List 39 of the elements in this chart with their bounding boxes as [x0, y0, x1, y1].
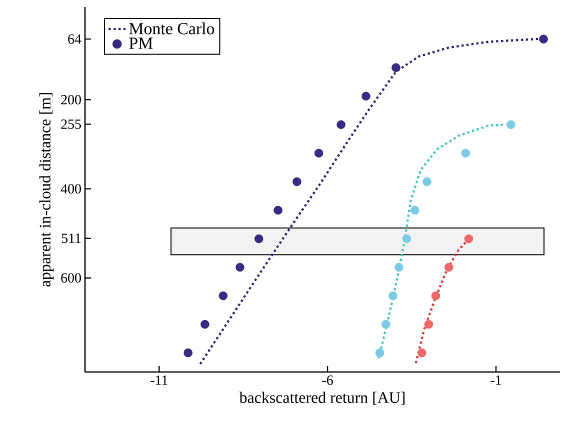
- point: [539, 34, 548, 44]
- point: [314, 148, 324, 158]
- legend-label: Monte Carlo: [129, 22, 214, 34]
- point: [388, 291, 398, 300]
- x-tick-label: -6: [322, 376, 333, 385]
- point: [394, 262, 404, 272]
- point: [444, 262, 454, 272]
- point: [418, 348, 426, 358]
- point: [402, 234, 412, 244]
- point: [184, 348, 192, 358]
- legend-label: PM: [129, 38, 153, 49]
- point: [236, 262, 244, 272]
- point: [464, 234, 474, 244]
- y-tick-label: 511: [62, 234, 81, 243]
- y-tick-label: 600: [61, 273, 81, 283]
- point: [274, 206, 282, 215]
- y-tick-label: 255: [61, 120, 81, 129]
- point: [392, 63, 400, 72]
- point: [218, 291, 228, 300]
- point: [292, 177, 302, 186]
- point: [375, 348, 384, 358]
- y-axis-title: apparent in-cloud distance [m]: [39, 93, 54, 287]
- point: [200, 320, 210, 329]
- x-tick-label: -1: [490, 376, 501, 385]
- x-tick-label: -11: [150, 376, 168, 385]
- point: [381, 320, 390, 329]
- y-tick-label: 400: [60, 184, 81, 194]
- point: [254, 234, 264, 244]
- point: [362, 92, 370, 101]
- point: [506, 120, 516, 130]
- point: [422, 177, 432, 186]
- point: [336, 120, 346, 130]
- point: [461, 148, 470, 158]
- point: [410, 206, 420, 215]
- x-axis-title: backscattered return [AU]: [239, 392, 405, 405]
- point: [431, 291, 440, 300]
- point: [424, 320, 434, 329]
- y-tick-label: 64: [68, 34, 82, 44]
- y-tick-label: 200: [61, 94, 81, 104]
